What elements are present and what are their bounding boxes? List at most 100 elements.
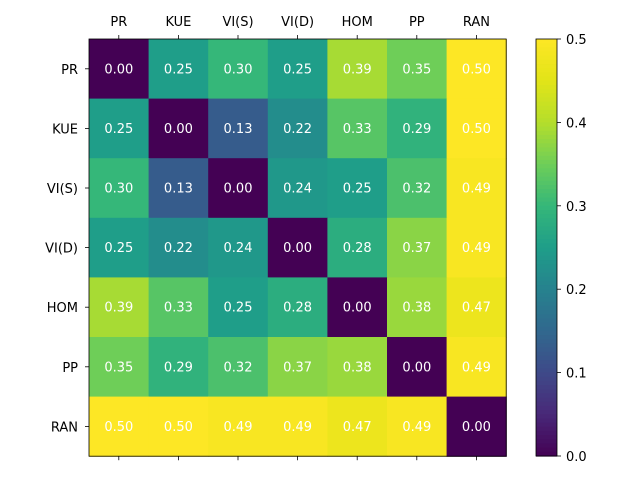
- heatmap-cell: [267, 39, 328, 100]
- colorbar-segment: [536, 84, 557, 90]
- cell-value-label: 0.49: [224, 420, 253, 435]
- cell-value-label: 0.35: [402, 62, 431, 77]
- heatmap-cell: [148, 337, 209, 398]
- heatmap-cell: [148, 396, 209, 457]
- cell-value-label: 0.47: [343, 420, 372, 435]
- heatmap-cell: [89, 396, 150, 457]
- cell-value-label: 0.49: [283, 420, 312, 435]
- colorbar-segment: [536, 201, 557, 207]
- colorbar-segment: [536, 285, 557, 290]
- colorbar-segment: [536, 226, 557, 232]
- colorbar-segment: [536, 184, 557, 190]
- colorbar-segment: [536, 447, 557, 453]
- colorbar-segment: [536, 260, 557, 265]
- colorbar-segment: [536, 330, 557, 336]
- cell-value-label: 0.32: [224, 360, 253, 375]
- x-tick-label: RAN: [463, 15, 490, 30]
- colorbar-tick-label: 0.1: [566, 367, 587, 382]
- heatmap-cell: [327, 217, 388, 278]
- colorbar-segment: [536, 55, 557, 61]
- colorbar-segment: [536, 426, 557, 432]
- cell-value-label: 0.49: [402, 420, 431, 435]
- colorbar-segment: [536, 164, 557, 169]
- cell-value-label: 0.00: [343, 301, 372, 316]
- heatmap-cell: [267, 337, 328, 398]
- heatmap-cell: [387, 158, 448, 219]
- cell-value-label: 0.33: [164, 301, 193, 316]
- colorbar-segment: [536, 364, 557, 370]
- colorbar-segment: [536, 239, 557, 244]
- cell-value-label: 0.28: [283, 301, 312, 316]
- cell-value-label: 0.38: [402, 301, 431, 316]
- colorbar-segment: [536, 76, 557, 82]
- colorbar-segment: [536, 389, 557, 395]
- colorbar-segment: [536, 439, 557, 445]
- colorbar-segment: [536, 139, 557, 144]
- cell-value-label: 0.50: [104, 420, 133, 435]
- heatmap-cell-labels: 0.00 0.25 0.30 0.25 0.39 0.35 0.50 0.25 0.00 0.13…: [104, 62, 491, 435]
- heatmap-cell: [446, 158, 507, 219]
- colorbar-segment: [536, 155, 557, 161]
- colorbar-segment: [536, 193, 557, 199]
- heatmap-cell: [267, 98, 328, 159]
- y-tick-label: VI(D): [45, 242, 78, 257]
- colorbar-segment: [536, 310, 557, 315]
- colorbar-segment: [536, 43, 557, 48]
- heatmap-cell: [148, 277, 209, 338]
- colorbar-segment: [536, 51, 557, 57]
- cell-value-label: 0.50: [164, 420, 193, 435]
- colorbar-segment: [536, 243, 557, 249]
- cell-value-label: 0.25: [164, 62, 193, 77]
- cell-value-label: 0.25: [283, 62, 312, 77]
- colorbar-segment: [536, 159, 557, 165]
- colorbar-segment: [536, 289, 557, 294]
- cell-value-label: 0.00: [164, 122, 193, 137]
- colorbar-segment: [536, 122, 557, 128]
- colorbar-segment: [536, 143, 557, 149]
- cell-value-label: 0.25: [224, 301, 253, 316]
- heatmap-cell: [387, 98, 448, 159]
- colorbar-segment: [536, 451, 557, 457]
- heatmap-cell: [148, 158, 209, 219]
- y-tick-label: VI(S): [47, 182, 78, 197]
- heatmap-cell: [267, 277, 328, 338]
- heatmap-cell: [446, 277, 507, 338]
- colorbar-segment: [536, 293, 557, 299]
- cell-value-label: 0.25: [343, 182, 372, 197]
- heatmap-cell: [89, 158, 150, 219]
- colorbar-segment: [536, 72, 557, 78]
- cell-value-label: 0.22: [283, 122, 312, 137]
- colorbar-segment: [536, 401, 557, 407]
- cell-value-label: 0.49: [462, 241, 491, 256]
- heatmap-cell: [327, 158, 388, 219]
- colorbar-segment: [536, 109, 557, 115]
- colorbar-segment: [536, 126, 557, 132]
- cell-value-label: 0.24: [224, 241, 253, 256]
- heatmap-cell: [327, 277, 388, 338]
- cell-value-label: 0.13: [224, 122, 253, 137]
- colorbar-segment: [536, 422, 557, 428]
- colorbar-tick-label: 0.5: [566, 33, 587, 48]
- colorbar-segment: [536, 355, 557, 361]
- x-tick-label: KUE: [165, 15, 191, 30]
- colorbar-frame: [535, 38, 558, 457]
- colorbar-segment: [536, 134, 557, 140]
- cell-value-label: 0.00: [402, 360, 431, 375]
- colorbar-segment: [536, 410, 557, 415]
- colorbar-tick-label: 0.3: [566, 200, 587, 215]
- colorbar-segment: [536, 418, 557, 424]
- heatmap-cell: [89, 217, 150, 278]
- heatmap-cell: [267, 158, 328, 219]
- cell-value-label: 0.47: [462, 301, 491, 316]
- heatmap-cell: [89, 98, 150, 159]
- heatmap-cell: [148, 98, 209, 159]
- y-tick-label: RAN: [51, 420, 78, 435]
- cell-value-label: 0.35: [104, 360, 133, 375]
- x-tick-label: VI(D): [281, 15, 314, 30]
- colorbar-segment: [536, 347, 557, 353]
- y-tick-label: KUE: [52, 122, 78, 137]
- cell-value-label: 0.49: [462, 182, 491, 197]
- colorbar-segment: [536, 230, 557, 236]
- colorbar-segment: [536, 301, 557, 307]
- heatmap-cell: [267, 217, 328, 278]
